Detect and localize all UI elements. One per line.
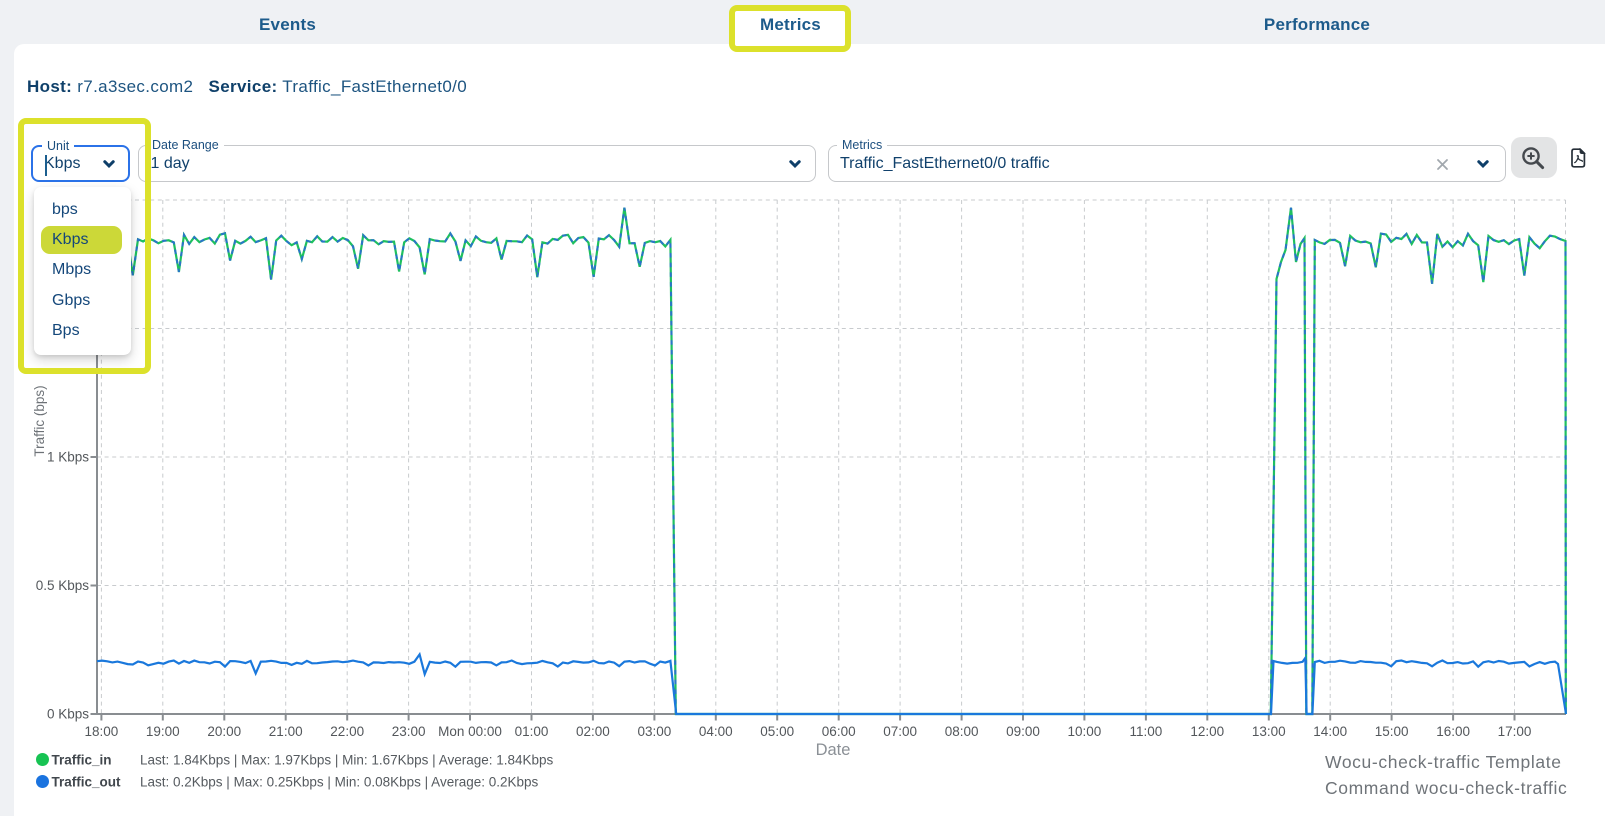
svg-text:03:00: 03:00 (638, 724, 672, 739)
svg-text:12:00: 12:00 (1190, 724, 1224, 739)
svg-text:16:00: 16:00 (1436, 724, 1470, 739)
svg-text:18:00: 18:00 (85, 724, 119, 739)
svg-text:10:00: 10:00 (1068, 724, 1102, 739)
svg-text:15:00: 15:00 (1375, 724, 1409, 739)
svg-text:1 Kbps: 1 Kbps (47, 450, 89, 465)
svg-text:06:00: 06:00 (822, 724, 856, 739)
svg-text:09:00: 09:00 (1006, 724, 1040, 739)
svg-text:13:00: 13:00 (1252, 724, 1286, 739)
svg-text:0 Kbps: 0 Kbps (47, 707, 89, 722)
svg-text:22:00: 22:00 (330, 724, 364, 739)
svg-text:17:00: 17:00 (1498, 724, 1532, 739)
svg-text:Mon 00:00: Mon 00:00 (438, 724, 502, 739)
svg-text:07:00: 07:00 (883, 724, 917, 739)
svg-text:Traffic (bps): Traffic (bps) (32, 385, 47, 456)
svg-text:20:00: 20:00 (207, 724, 241, 739)
svg-text:14:00: 14:00 (1313, 724, 1347, 739)
svg-text:0.5 Kbps: 0.5 Kbps (36, 578, 90, 593)
svg-text:08:00: 08:00 (945, 724, 979, 739)
svg-text:01:00: 01:00 (515, 724, 549, 739)
svg-text:Date: Date (816, 741, 851, 759)
svg-text:23:00: 23:00 (392, 724, 426, 739)
svg-text:11:00: 11:00 (1130, 724, 1163, 739)
svg-text:04:00: 04:00 (699, 724, 733, 739)
svg-text:02:00: 02:00 (576, 724, 610, 739)
svg-text:05:00: 05:00 (760, 724, 794, 739)
svg-text:19:00: 19:00 (146, 724, 180, 739)
svg-text:21:00: 21:00 (269, 724, 303, 739)
